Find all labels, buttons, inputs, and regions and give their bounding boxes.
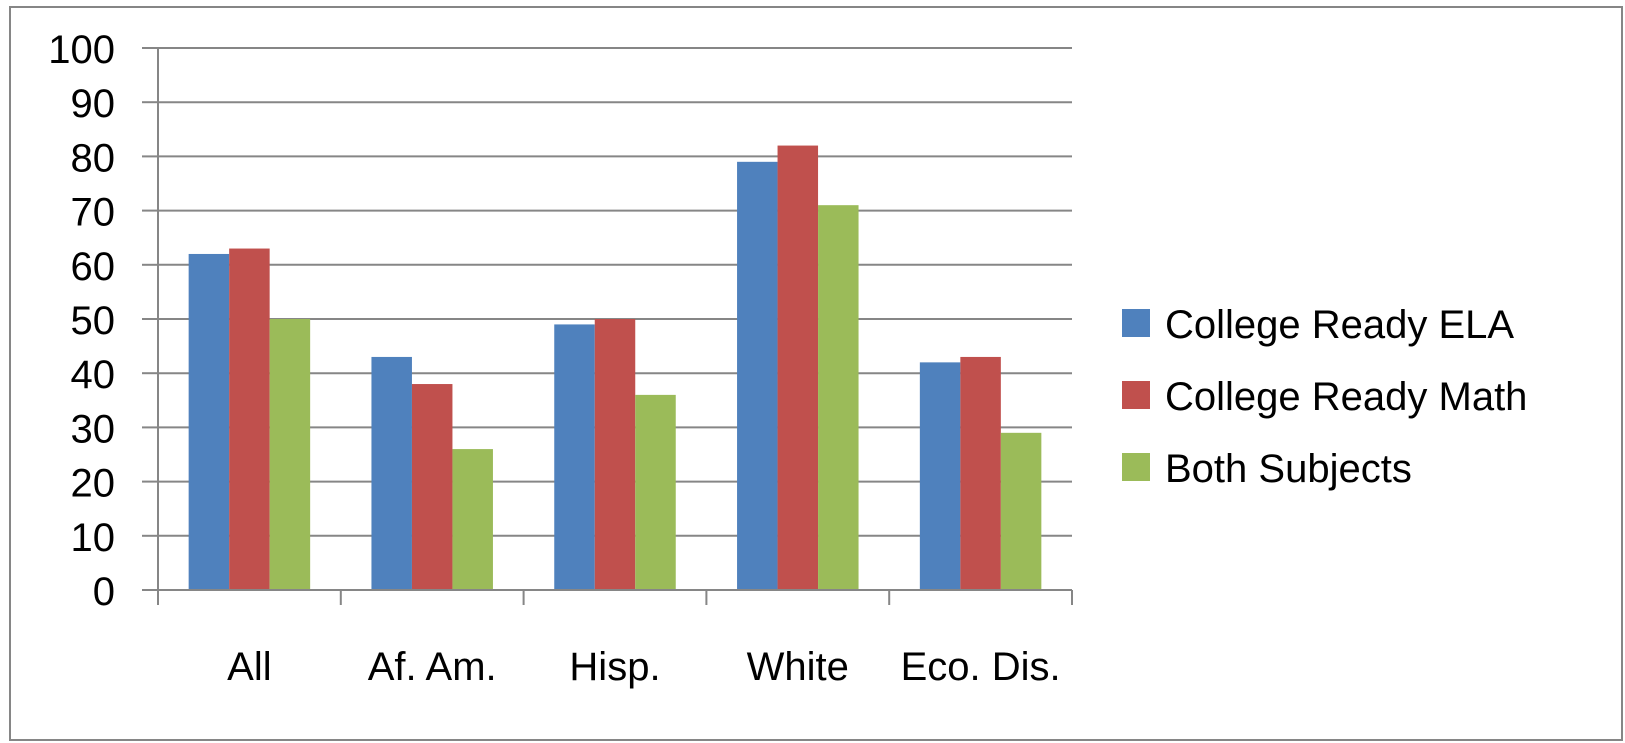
y-tick-label: 30	[71, 407, 116, 451]
axis-labels: 0 10 20 30 40 50 60 70 80 90 100 All Af. Am. Hisp. Whi…	[48, 28, 1060, 689]
legend-label: College Ready ELA	[1165, 303, 1514, 347]
y-tick-label: 60	[71, 245, 116, 289]
y-tick-label: 100	[48, 28, 115, 72]
x-tick-label: All	[227, 645, 271, 689]
y-tick-label: 70	[71, 191, 116, 235]
y-tick-label: 20	[71, 462, 116, 506]
gridlines	[158, 47, 1072, 537]
bar	[594, 319, 636, 590]
y-tick-label: 40	[71, 353, 116, 397]
bar	[554, 324, 595, 590]
legend-label: College Ready Math	[1165, 375, 1527, 419]
bar	[452, 449, 493, 590]
legend: College Ready ELA College Ready Math Both …	[1122, 303, 1527, 491]
bar	[371, 356, 412, 590]
bar	[960, 356, 1001, 590]
y-tick-label: 80	[71, 136, 116, 180]
bars	[188, 145, 1042, 591]
bar	[269, 319, 311, 590]
y-tick-label: 50	[71, 299, 116, 343]
bar	[818, 205, 859, 590]
bar	[1000, 432, 1042, 590]
x-tick-label: Eco. Dis.	[901, 645, 1061, 689]
legend-label: Both Subjects	[1165, 447, 1412, 491]
bar	[411, 384, 453, 590]
y-tick-label: 10	[71, 516, 116, 560]
bar	[777, 145, 819, 590]
x-tick-label: Af. Am.	[368, 645, 497, 689]
legend-swatch	[1122, 453, 1150, 481]
bar	[919, 362, 961, 590]
axes	[142, 47, 1073, 605]
x-tick-label: Hisp.	[569, 645, 660, 689]
bar	[188, 253, 230, 590]
legend-swatch	[1122, 381, 1150, 409]
bar	[737, 161, 778, 590]
bar	[229, 248, 270, 591]
y-tick-label: 0	[93, 570, 115, 614]
x-tick-label: White	[747, 645, 849, 689]
bar	[635, 394, 676, 590]
legend-swatch	[1122, 309, 1150, 337]
y-tick-label: 90	[71, 82, 116, 126]
